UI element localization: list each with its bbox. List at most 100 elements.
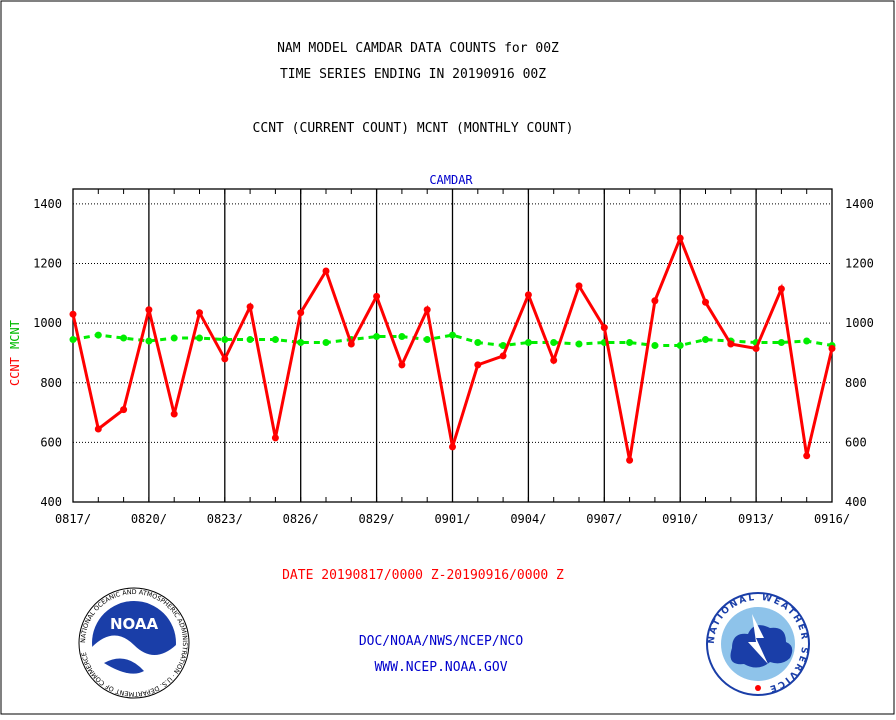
y-tick-label-left: 400 [40, 495, 62, 509]
mcnt-point [550, 339, 558, 347]
ccnt-point [271, 434, 279, 442]
mcnt-point [777, 339, 785, 347]
ccnt-point [626, 456, 634, 464]
ccnt-point [777, 285, 785, 293]
title-line-3: CCNT (CURRENT COUNT) MCNT (MONTHLY COUNT… [253, 121, 574, 136]
noaa-logo: NOAA NATIONAL OCEANIC AND ATMOSPHERIC AD… [78, 587, 190, 699]
ccnt-point [170, 410, 178, 418]
ccnt-point [423, 306, 431, 314]
chart-title: CAMDAR [429, 173, 473, 187]
ccnt-point [550, 356, 558, 364]
x-tick-label: 0823/ [207, 512, 243, 526]
mcnt-point [246, 336, 254, 344]
ccnt-point [347, 340, 355, 348]
ccnt-point [676, 234, 684, 242]
series-ccnt [69, 234, 836, 464]
mcnt-point [271, 336, 279, 344]
x-tick-label: 0817/ [55, 512, 91, 526]
mcnt-point [702, 336, 709, 344]
mcnt-point [297, 339, 305, 347]
x-tick-label: 0901/ [434, 512, 470, 526]
y-tick-label-left: 800 [40, 376, 62, 390]
y-tick-label-left: 1000 [33, 316, 62, 330]
x-tick-label: 0904/ [510, 512, 546, 526]
ccnt-point [322, 267, 330, 275]
x-tick-label: 0916/ [814, 512, 850, 526]
series-mcnt [69, 331, 836, 349]
x-tick-label: 0826/ [283, 512, 319, 526]
mcnt-point [322, 339, 330, 347]
ccnt-point [474, 361, 482, 369]
mcnt-point [524, 339, 532, 347]
ccnt-point [221, 355, 229, 363]
ccnt-point [828, 344, 836, 352]
x-tick-label: 0910/ [662, 512, 698, 526]
mcnt-point [196, 334, 203, 342]
nws-logo: NATIONAL WEATHER SERVICE [706, 592, 810, 696]
y-tick-label-right: 800 [845, 376, 867, 390]
mcnt-point [120, 334, 128, 342]
url-label: WWW.NCEP.NOAA.GOV [374, 660, 507, 675]
ccnt-point [803, 452, 811, 460]
mcnt-point [575, 340, 583, 348]
ccnt-point [651, 297, 659, 305]
y-label-mcnt: MCNT [8, 320, 22, 349]
date-range-label: DATE 20190817/0000 Z-20190916/0000 Z [282, 568, 564, 583]
mcnt-point [423, 336, 431, 344]
ccnt-point [449, 443, 456, 451]
y-tick-labels: 400 400 600 600 800 800 1000 1000 1200 1200 1400 14… [33, 197, 874, 509]
y-tick-label-right: 1000 [845, 316, 874, 330]
ccnt-point [120, 406, 128, 414]
title-line-2: TIME SERIES ENDING IN 20190916 00Z [280, 67, 546, 82]
mcnt-point [170, 334, 178, 342]
mcnt-point [499, 342, 507, 349]
mcnt-point [803, 337, 811, 345]
ccnt-point [94, 425, 102, 433]
x-tick-labels: 0817/0820/0823/0826/0829/0901/0904/0907/… [55, 512, 850, 526]
mcnt-point [398, 333, 406, 341]
x-tick-label: 0913/ [738, 512, 774, 526]
mcnt-point [626, 339, 634, 347]
y-tick-label-left: 1400 [33, 197, 62, 211]
x-tick-label: 0829/ [359, 512, 395, 526]
mcnt-point [145, 337, 153, 345]
title-line-1: NAM MODEL CAMDAR DATA COUNTS for 00Z [277, 41, 559, 56]
ccnt-point [373, 292, 381, 300]
noaa-logo-text: NOAA [110, 615, 159, 633]
mcnt-point [651, 342, 659, 349]
ccnt-point [246, 303, 254, 311]
y-tick-label-right: 400 [845, 495, 867, 509]
mcnt-point [474, 339, 482, 347]
y-tick-label-right: 1400 [845, 197, 874, 211]
y-tick-label-left: 1200 [33, 257, 62, 271]
ccnt-point [196, 309, 203, 317]
ccnt-point [752, 344, 760, 352]
x-tick-label: 0907/ [586, 512, 622, 526]
ccnt-point [398, 361, 406, 369]
ccnt-point [145, 306, 153, 314]
ccnt-point [600, 324, 608, 332]
y-tick-label-left: 600 [40, 435, 62, 449]
mcnt-point [94, 331, 102, 339]
y-label-ccnt: CCNT [8, 357, 22, 386]
grid-lines [72, 189, 833, 502]
ccnt-point [702, 298, 709, 306]
mcnt-point [449, 331, 456, 339]
org-label: DOC/NOAA/NWS/NCEP/NCO [359, 634, 524, 649]
x-tick-label: 0820/ [131, 512, 167, 526]
mcnt-point [69, 336, 77, 344]
ccnt-point [297, 309, 305, 317]
y-tick-label-right: 600 [845, 435, 867, 449]
ccnt-point [727, 340, 735, 348]
ccnt-point [69, 310, 77, 318]
mcnt-point [676, 342, 684, 349]
ccnt-point [524, 291, 532, 299]
mcnt-point [373, 333, 381, 341]
y-tick-label-right: 1200 [845, 257, 874, 271]
ccnt-point [499, 352, 507, 360]
mcnt-point [221, 336, 229, 344]
ccnt-point [575, 282, 583, 290]
